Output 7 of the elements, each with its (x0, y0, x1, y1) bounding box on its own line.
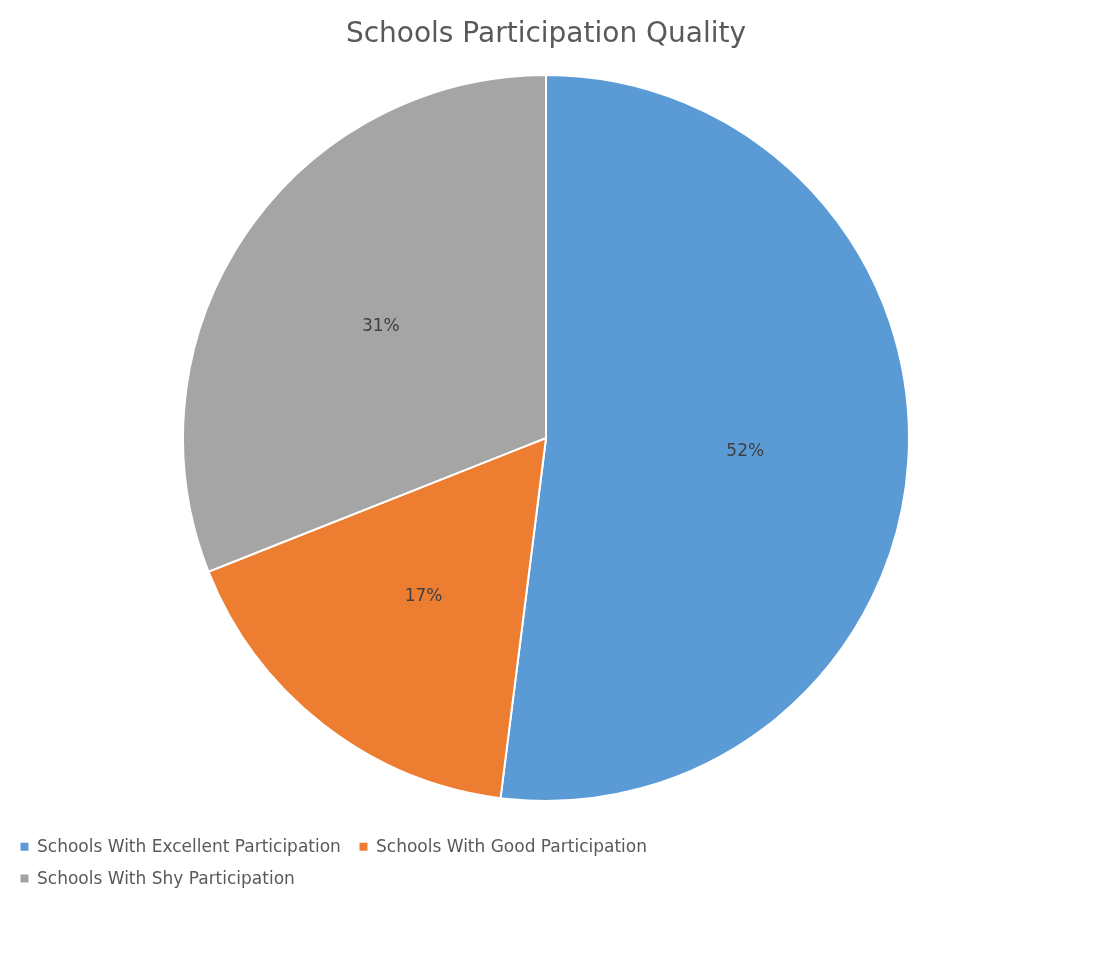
legend-label: Schools With Excellent Participation (37, 835, 341, 856)
data-label: 31% (361, 314, 400, 335)
data-label: 52% (726, 439, 765, 460)
data-label: 17% (404, 584, 443, 605)
legend-label: Schools With Good Participation (376, 835, 647, 856)
chart-title: Schools Participation Quality (345, 16, 747, 49)
legend-label: Schools With Shy Participation (37, 867, 295, 888)
